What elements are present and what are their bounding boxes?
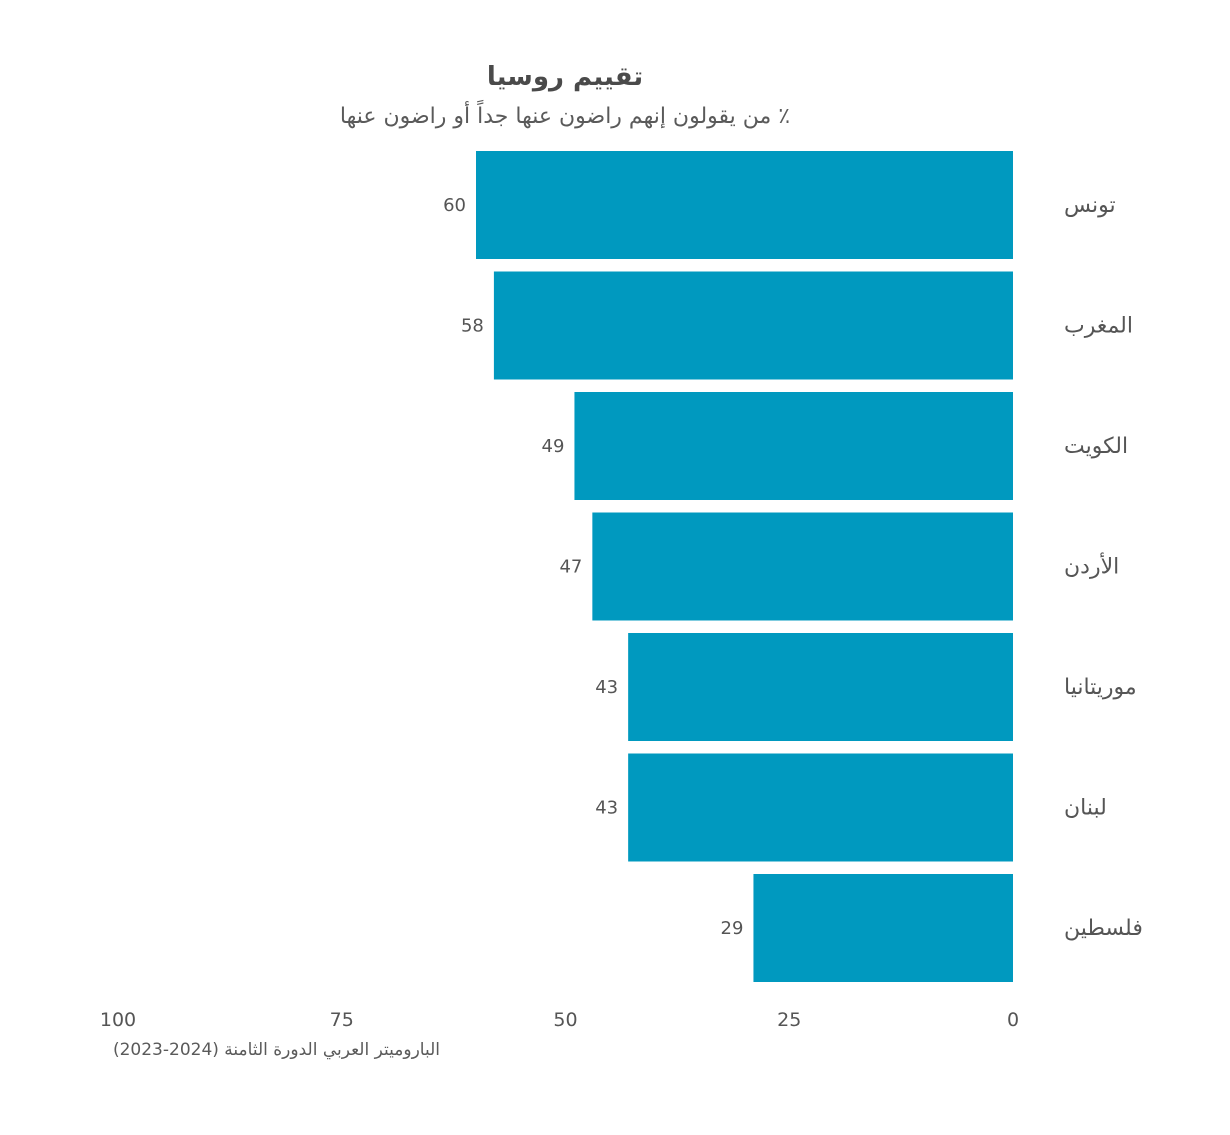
bar <box>628 753 1013 862</box>
category-label: لبنان <box>1064 796 1107 821</box>
category-labels-layer: تونس المغرب الكويت الأردن موريتانيا لبنان فلسط… <box>1064 193 1143 941</box>
category-label: تونس <box>1064 193 1116 218</box>
data-label: 58 <box>461 316 484 337</box>
bar <box>574 392 1013 500</box>
data-label: 47 <box>559 557 582 578</box>
bar <box>628 633 1013 741</box>
category-label: فلسطين <box>1064 916 1143 941</box>
chart-title: تقييم روسيا <box>486 62 644 92</box>
data-label: 43 <box>595 798 618 819</box>
x-tick-label: 25 <box>777 1009 801 1031</box>
bar <box>753 874 1013 982</box>
bar <box>476 151 1013 259</box>
category-label: المغرب <box>1064 314 1133 339</box>
bars-layer <box>476 151 1013 982</box>
x-axis: 0 25 50 75 100 <box>100 1009 1019 1031</box>
x-tick-label: 100 <box>100 1009 136 1031</box>
x-tick-label: 50 <box>553 1009 577 1031</box>
bar <box>493 271 1013 380</box>
x-tick-label: 75 <box>330 1009 354 1031</box>
category-label: موريتانيا <box>1064 675 1137 700</box>
data-label: 29 <box>721 918 744 939</box>
bar <box>592 512 1013 621</box>
chart-subtitle: ٪ من يقولون إنهم راضون عنها جداً أو راضو… <box>339 104 791 129</box>
x-tick-label: 0 <box>1007 1009 1019 1031</box>
category-label: الكويت <box>1064 434 1128 459</box>
data-label: 49 <box>542 436 565 457</box>
data-label: 43 <box>595 677 618 698</box>
category-label: الأردن <box>1064 553 1119 580</box>
data-label: 60 <box>443 195 466 216</box>
source-note: الباروميتر العربي الدورة الثامنة (2024-2… <box>112 1040 440 1060</box>
value-labels-layer: 60 58 49 47 43 43 29 <box>443 195 743 939</box>
